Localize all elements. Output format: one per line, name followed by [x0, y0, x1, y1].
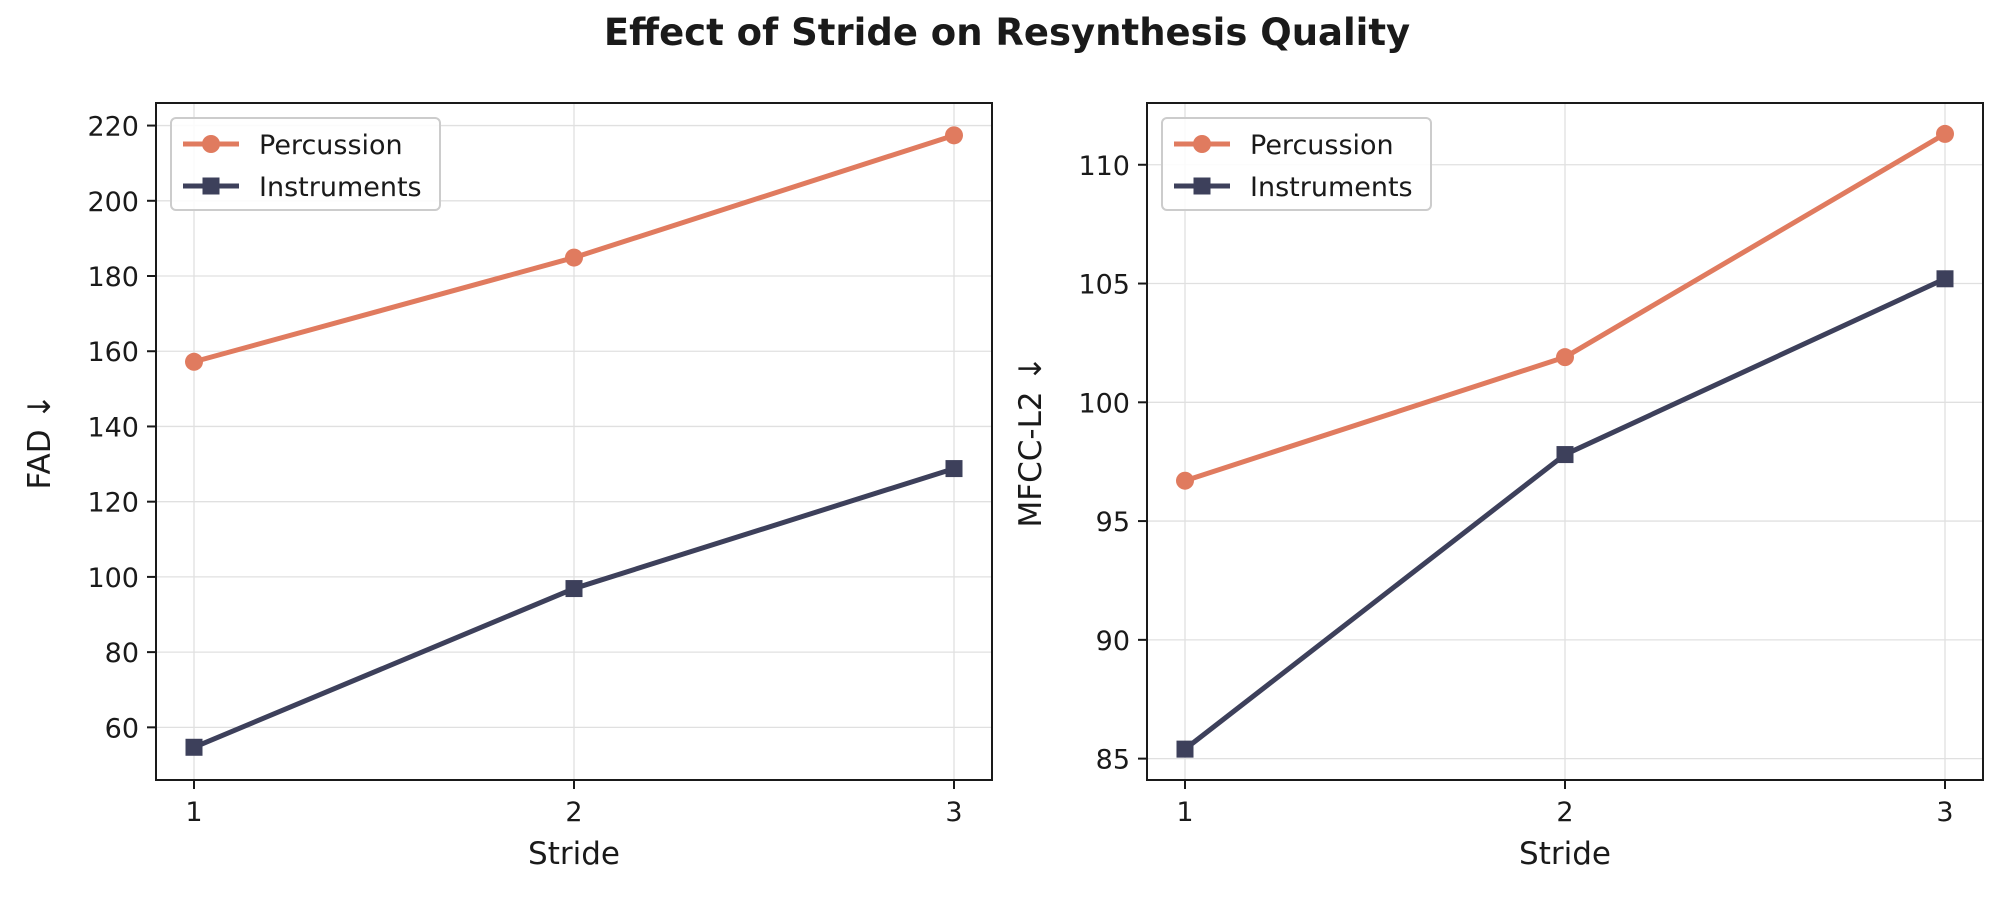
fad-xtick-label: 2 [565, 797, 582, 828]
fad-instruments-point [945, 460, 963, 478]
mfcc-xaxis-label: Stride [1519, 836, 1611, 872]
figure-title: Effect of Stride on Resynthesis Quality [604, 11, 1410, 54]
fad-yaxis-label: FAD ↓ [22, 394, 58, 490]
mfcc-instruments-point [1556, 446, 1574, 464]
fad-legend: Percussion Instruments [170, 117, 441, 211]
fad-xaxis-label: Stride [528, 836, 620, 872]
mfcc-percussion-point [1176, 471, 1194, 490]
mfcc-xtick-label: 3 [1936, 797, 1953, 828]
fad-legend-instruments-marker [202, 177, 220, 195]
fad-legend-instruments-label: Instruments [259, 172, 422, 203]
fad-percussion-point [185, 352, 203, 371]
mfcc-yaxis-label: MFCC-L2 ↓ [1013, 356, 1049, 528]
fad-ytick-label: 80 [105, 638, 139, 669]
fad-ytick-label: 100 [87, 563, 139, 594]
fad-instruments-point [565, 580, 583, 598]
fad-ytick-label: 160 [87, 337, 139, 368]
fad-ytick-label: 140 [87, 412, 139, 443]
mfcc-instruments-point [1936, 270, 1954, 288]
fad-ytick-label: 180 [87, 262, 139, 293]
mfcc-legend-instruments-label: Instruments [1250, 172, 1413, 203]
mfcc-panel: 1 2 3 85 90 95 100 105 110 Stride MFCC-L2 ↓ Percuss… [1013, 102, 1984, 872]
mfcc-instruments-point [1176, 740, 1194, 758]
mfcc-ytick-label: 110 [1078, 151, 1130, 182]
mfcc-legend-percussion-marker [1193, 135, 1211, 153]
mfcc-percussion-point [1936, 124, 1954, 143]
fad-ytick-label: 220 [87, 112, 139, 143]
fad-legend-percussion-marker [202, 135, 220, 153]
fad-percussion-point [945, 126, 963, 145]
fad-panel: 1 2 3 60 80 100 120 140 160 180 200 220 Stride FAD ↓ P… [22, 102, 993, 872]
mfcc-xtick-label: 2 [1556, 797, 1573, 828]
mfcc-legend: Percussion Instruments [1161, 117, 1432, 211]
fad-percussion-point [565, 248, 583, 267]
mfcc-ytick-label: 95 [1096, 507, 1130, 538]
mfcc-legend-instruments-marker [1193, 177, 1211, 195]
mfcc-ytick-label: 105 [1078, 270, 1130, 301]
fad-ytick-label: 60 [105, 713, 139, 744]
mfcc-percussion-point [1556, 348, 1574, 367]
mfcc-ytick-label: 100 [1078, 388, 1130, 419]
fad-xtick-label: 1 [185, 797, 202, 828]
mfcc-xtick-label: 1 [1176, 797, 1193, 828]
mfcc-ytick-label: 90 [1096, 626, 1130, 657]
fad-xtick-label: 3 [945, 797, 962, 828]
fad-instruments-point [185, 738, 203, 756]
fad-ytick-label: 120 [87, 488, 139, 519]
fad-ytick-label: 200 [87, 187, 139, 218]
mfcc-ytick-label: 85 [1096, 745, 1130, 776]
fad-legend-percussion-label: Percussion [259, 130, 403, 161]
mfcc-legend-percussion-label: Percussion [1250, 130, 1394, 161]
